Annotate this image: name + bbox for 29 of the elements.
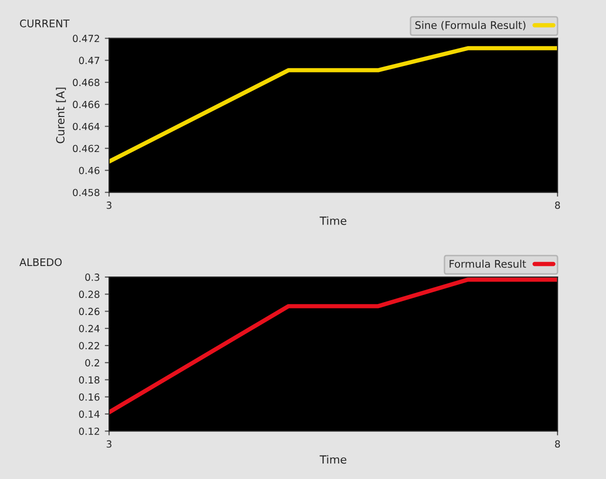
y-tick-label: 0.18 — [79, 376, 100, 384]
y-tick-label: 0.464 — [72, 122, 100, 130]
y-tick-label: 0.14 — [79, 410, 100, 418]
x-tick-label: 3 — [106, 440, 112, 448]
y-tick-label: 0.472 — [72, 34, 100, 42]
y-tick-label: 0.462 — [72, 144, 100, 152]
legend-label: Formula Result — [450, 260, 526, 268]
y-tick-label: 0.16 — [79, 393, 100, 401]
y-tick-label: 0.12 — [79, 428, 100, 435]
y-axis-title: Curent [A] — [56, 88, 66, 144]
y-tick-label: 0.458 — [72, 188, 100, 196]
chart-title: ALBEDO — [19, 258, 62, 266]
y-tick-label: 0.46 — [79, 166, 100, 174]
x-tick-label: 3 — [106, 202, 112, 209]
y-tick-label: 0.24 — [79, 324, 100, 332]
x-axis-title: Time — [320, 216, 346, 225]
y-tick-label: 0.468 — [72, 78, 100, 86]
y-tick-label: 0.3 — [85, 274, 100, 281]
x-axis-title: Time — [320, 455, 346, 464]
y-tick-label: 0.28 — [79, 290, 100, 298]
chart-title: CURRENT — [20, 19, 70, 28]
y-tick-label: 0.466 — [72, 100, 100, 108]
y-tick-label: 0.2 — [85, 359, 100, 366]
y-tick-label: 0.22 — [79, 342, 100, 350]
x-tick-label: 8 — [555, 440, 560, 448]
y-tick-label: 0.26 — [79, 308, 100, 316]
x-tick-label: 8 — [555, 202, 560, 209]
legend-label: Sine (Formula Result) — [415, 20, 526, 30]
y-tick-label: 0.47 — [79, 56, 100, 64]
